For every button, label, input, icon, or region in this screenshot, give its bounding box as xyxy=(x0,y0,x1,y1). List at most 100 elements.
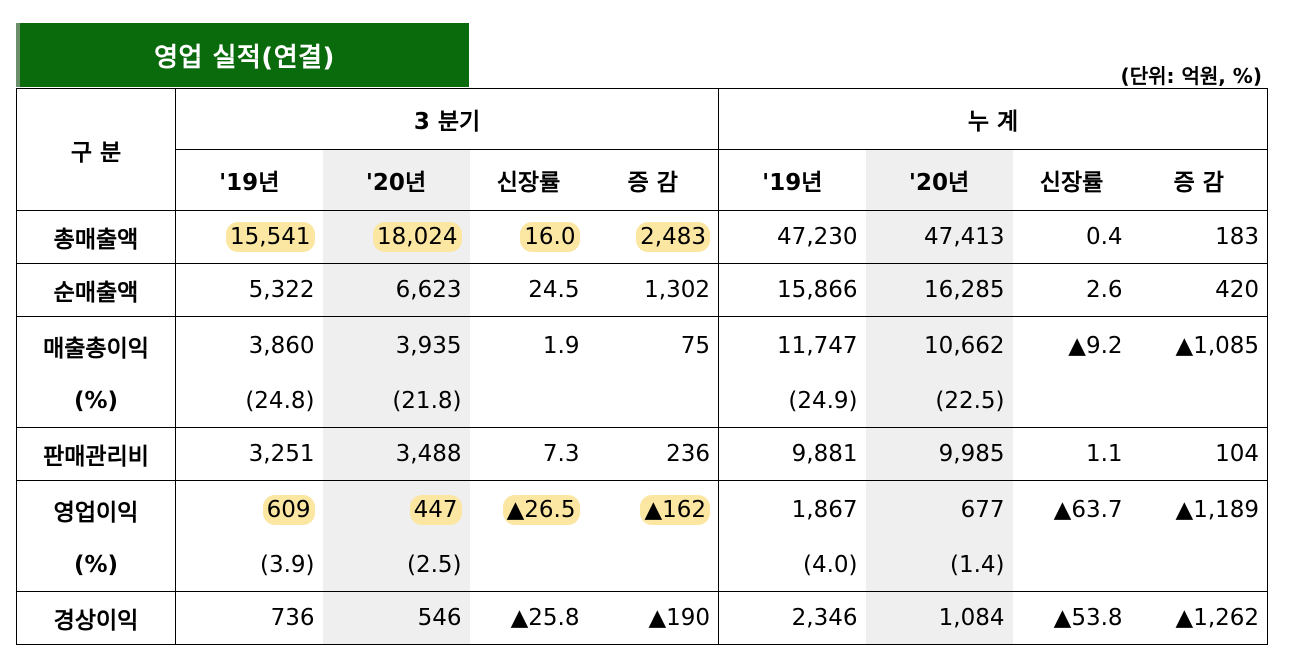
table-cell: (21.8) xyxy=(322,375,470,428)
table-cell: 677 xyxy=(865,480,1013,539)
highlighted-value: 18,024 xyxy=(373,222,462,252)
table-row: 경상이익 736 546 ▲25.8 ▲190 2,346 1,084 ▲53.… xyxy=(16,591,1269,645)
table-cell: 104 xyxy=(1130,427,1269,481)
table-cell: 2,346 xyxy=(718,591,866,645)
table-cell: 0.4 xyxy=(1012,210,1131,264)
unit-note: (단위: 억원, %) xyxy=(1120,64,1262,88)
table-cell: 3,488 xyxy=(322,427,470,481)
table-cell xyxy=(469,539,588,592)
col-header: 증 감 xyxy=(587,149,720,211)
table-cell: 420 xyxy=(1130,263,1269,317)
table-cell: ▲9.2 xyxy=(1068,333,1123,359)
table-cell: 16.0 xyxy=(469,210,588,264)
table-cell: 7.3 xyxy=(469,427,588,481)
table-cell: 24.5 xyxy=(469,263,588,317)
table-cell: 3,251 xyxy=(175,427,323,481)
table-cell: (22.5) xyxy=(865,375,1013,428)
highlighted-value: 609 xyxy=(262,495,315,525)
table-cell: (4.0) xyxy=(718,539,866,592)
performance-table: 구 분 3 분기 누 계 '19년 '20년 신장률 증 감 '19년 '20년… xyxy=(16,88,1269,645)
table-cell xyxy=(1130,539,1269,592)
table-cell: 1,867 xyxy=(791,497,858,523)
row-label: 판매관리비 xyxy=(16,427,176,481)
table-cell: 15,541 xyxy=(175,210,323,264)
table-cell: ▲25.8 xyxy=(469,591,588,645)
table-cell: (24.8) xyxy=(175,375,323,428)
table-cell: 546 xyxy=(322,591,470,645)
table-cell: 47,230 xyxy=(718,210,866,264)
cumulative-group-header: 누 계 xyxy=(718,88,1269,150)
table-cell: ▲63.7 xyxy=(1053,497,1123,523)
table-cell: ▲190 xyxy=(587,591,720,645)
table-cell: 183 xyxy=(1130,210,1269,264)
table-subrow: (%) (3.9) (2.5) (4.0) (1.4) xyxy=(16,539,1269,592)
table-cell: (24.9) xyxy=(718,375,866,428)
table-cell: 609 xyxy=(176,481,323,540)
col-header: '19년 xyxy=(718,149,866,211)
table-cell xyxy=(1012,375,1131,428)
table-cell: 1.9 xyxy=(542,333,580,359)
table-cell xyxy=(469,375,588,428)
table-cell: 9,881 xyxy=(718,427,866,481)
table-cell xyxy=(1012,539,1131,592)
table-cell xyxy=(1130,375,1269,428)
row-label: 매출총이익 xyxy=(16,316,176,375)
highlighted-value: ▲26.5 xyxy=(502,495,580,525)
table-cell: ▲1,262 xyxy=(1130,591,1269,645)
row-label: 경상이익 xyxy=(16,591,176,645)
table-cell: ▲26.5 xyxy=(470,481,588,540)
table-row: 판매관리비 3,251 3,488 7.3 236 9,881 9,985 1.… xyxy=(16,427,1269,481)
table-cell: 3,935 xyxy=(322,316,470,375)
col-header: '20년 xyxy=(322,149,470,211)
highlighted-value: 16.0 xyxy=(520,222,580,252)
table-cell: 11,747 xyxy=(777,333,858,359)
table-cell: (1.4) xyxy=(865,539,1013,592)
table-cell: (3.9) xyxy=(175,539,323,592)
highlighted-value: 2,483 xyxy=(636,222,711,252)
table-cell: ▲53.8 xyxy=(1012,591,1131,645)
table-cell: ▲1,085 xyxy=(1130,316,1269,375)
row-label: 순매출액 xyxy=(16,263,176,317)
table-cell: 236 xyxy=(587,427,720,481)
table-cell: ▲162 xyxy=(587,480,720,539)
col-header: 신장률 xyxy=(1012,149,1131,211)
table-cell: 6,623 xyxy=(322,263,470,317)
col-header: '19년 xyxy=(175,149,323,211)
table-cell: 1,084 xyxy=(865,591,1013,645)
table-cell: 10,662 xyxy=(865,316,1013,375)
highlighted-value: ▲162 xyxy=(640,495,711,525)
table-cell: 15,866 xyxy=(718,263,866,317)
highlighted-value: 447 xyxy=(409,495,462,525)
table-cell: 5,322 xyxy=(175,263,323,317)
table-cell: 1.1 xyxy=(1012,427,1131,481)
col-header: 신장률 xyxy=(469,149,588,211)
table-cell: 2,483 xyxy=(587,210,720,264)
quarter-group-header: 3 분기 xyxy=(175,88,720,150)
table-row: 순매출액 5,322 6,623 24.5 1,302 15,866 16,28… xyxy=(16,263,1269,317)
table-cell: 3,860 xyxy=(248,333,315,359)
table-cell: 18,024 xyxy=(322,210,470,264)
table-cell: 47,413 xyxy=(865,210,1013,264)
title-bar: 영업 실적(연결) xyxy=(16,23,469,87)
table-row: 매출총이익 3,860 3,935 1.9 75 11,747 10,662 ▲… xyxy=(16,316,1269,375)
table-subrow: (%) (24.8) (21.8) (24.9) (22.5) xyxy=(16,375,1269,428)
col-header: 증 감 xyxy=(1130,149,1269,211)
table-cell: 736 xyxy=(175,591,323,645)
table-cell: 1,302 xyxy=(587,263,720,317)
table-cell: ▲1,189 xyxy=(1130,480,1269,539)
table-cell: 16,285 xyxy=(865,263,1013,317)
row-sublabel: (%) xyxy=(16,539,176,592)
page-title: 영업 실적(연결) xyxy=(154,42,335,73)
table-row: 영업이익 609 447 ▲26.5 ▲162 1,867 677 ▲63.7 … xyxy=(16,480,1269,540)
row-sublabel: (%) xyxy=(16,375,176,428)
table-cell xyxy=(587,375,720,428)
row-label: 영업이익 xyxy=(16,480,176,539)
table-row: 총매출액 15,541 18,024 16.0 2,483 47,230 47,… xyxy=(16,210,1269,264)
highlighted-value: 15,541 xyxy=(226,222,315,252)
table-cell: 447 xyxy=(322,480,470,539)
header-row-2: '19년 '20년 신장률 증 감 '19년 '20년 신장률 증 감 xyxy=(17,149,1269,211)
table-cell: 9,985 xyxy=(865,427,1013,481)
table-cell: 2.6 xyxy=(1012,263,1131,317)
table-cell: 75 xyxy=(587,316,720,375)
table-cell xyxy=(587,539,720,592)
